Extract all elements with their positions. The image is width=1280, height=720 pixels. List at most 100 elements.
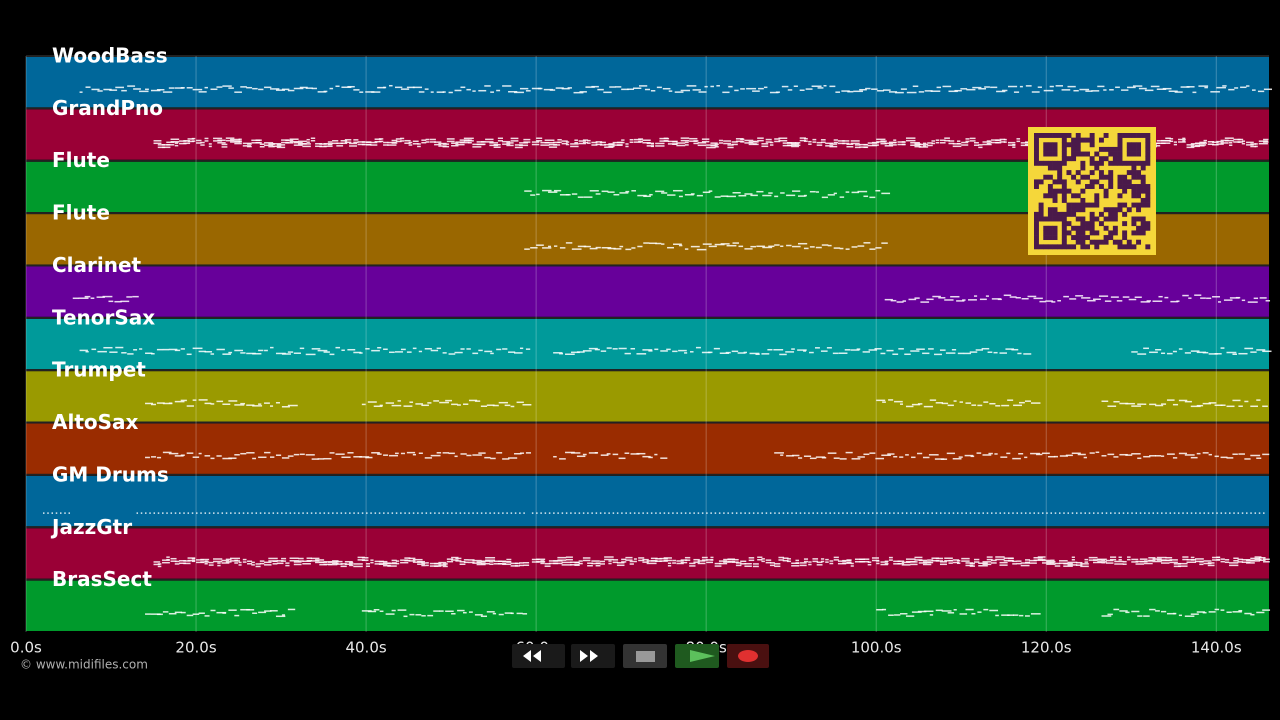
note <box>984 86 990 88</box>
note <box>594 452 599 454</box>
note <box>409 401 414 403</box>
note <box>1019 614 1024 617</box>
note <box>846 512 848 514</box>
note <box>1049 85 1054 88</box>
note <box>451 403 458 406</box>
note <box>999 141 1006 143</box>
note <box>570 351 580 354</box>
note <box>234 614 240 617</box>
qr-module <box>1075 170 1081 176</box>
note <box>1119 402 1129 405</box>
qr-module <box>1098 211 1104 217</box>
note <box>242 558 247 561</box>
note <box>718 512 721 514</box>
note <box>496 452 503 454</box>
note <box>606 347 612 349</box>
note <box>837 142 845 145</box>
note <box>882 608 887 611</box>
note <box>412 512 415 514</box>
note <box>680 561 688 564</box>
note <box>127 85 136 87</box>
note <box>367 610 377 613</box>
note <box>252 87 258 90</box>
note <box>940 458 948 460</box>
note <box>1186 512 1189 514</box>
qr-module <box>1052 235 1058 241</box>
note <box>1058 560 1068 562</box>
note <box>1061 89 1071 91</box>
note <box>888 559 893 561</box>
note <box>1226 351 1237 354</box>
note <box>412 86 423 89</box>
note <box>845 451 853 454</box>
note <box>293 563 302 566</box>
note <box>1246 512 1248 514</box>
note <box>430 91 434 93</box>
note <box>157 565 162 568</box>
qr-module <box>1080 207 1086 213</box>
note <box>492 404 499 407</box>
note <box>752 563 759 565</box>
note <box>234 454 240 456</box>
note <box>378 560 388 563</box>
qr-module <box>1089 184 1095 189</box>
note <box>961 144 969 146</box>
note <box>240 352 246 354</box>
qr-module <box>1108 184 1114 189</box>
note <box>935 141 940 144</box>
note <box>625 145 629 148</box>
qr-module <box>1117 160 1123 166</box>
note <box>649 193 653 196</box>
qr-module <box>1112 225 1118 231</box>
note <box>115 86 124 89</box>
qr-module <box>1061 244 1067 250</box>
qr-module <box>1057 211 1063 217</box>
note <box>649 242 657 245</box>
note <box>1122 512 1125 514</box>
note <box>1220 456 1228 459</box>
note <box>1007 560 1014 562</box>
note <box>1101 455 1107 457</box>
note <box>230 557 241 560</box>
note <box>1143 615 1150 617</box>
note <box>51 512 54 514</box>
note <box>812 512 814 514</box>
note <box>1210 91 1220 93</box>
note <box>525 348 531 350</box>
note <box>451 144 459 147</box>
note <box>792 245 801 248</box>
note <box>126 296 133 298</box>
qr-module <box>1094 165 1100 171</box>
note <box>434 141 442 143</box>
note <box>258 456 267 459</box>
qr-module <box>1080 239 1086 245</box>
note <box>1198 85 1209 87</box>
qr-module <box>1126 179 1132 185</box>
note <box>774 138 781 140</box>
qr-module <box>1126 170 1132 176</box>
note <box>459 563 466 565</box>
note <box>374 512 377 514</box>
note <box>192 399 197 401</box>
note <box>859 561 864 563</box>
note <box>264 610 272 612</box>
note <box>680 512 683 514</box>
note <box>514 144 523 146</box>
note <box>139 348 143 350</box>
note <box>922 512 925 514</box>
qr-module <box>1075 207 1081 213</box>
qr-module <box>1038 133 1044 138</box>
note <box>986 142 991 145</box>
note <box>971 613 976 615</box>
note <box>650 90 656 92</box>
note <box>888 141 897 144</box>
note <box>871 512 874 514</box>
note <box>523 138 531 141</box>
note <box>697 142 707 144</box>
note <box>448 452 455 455</box>
note <box>409 613 415 616</box>
qr-module <box>1038 207 1044 213</box>
note <box>1152 145 1161 147</box>
note <box>898 348 904 350</box>
note <box>1237 512 1240 514</box>
